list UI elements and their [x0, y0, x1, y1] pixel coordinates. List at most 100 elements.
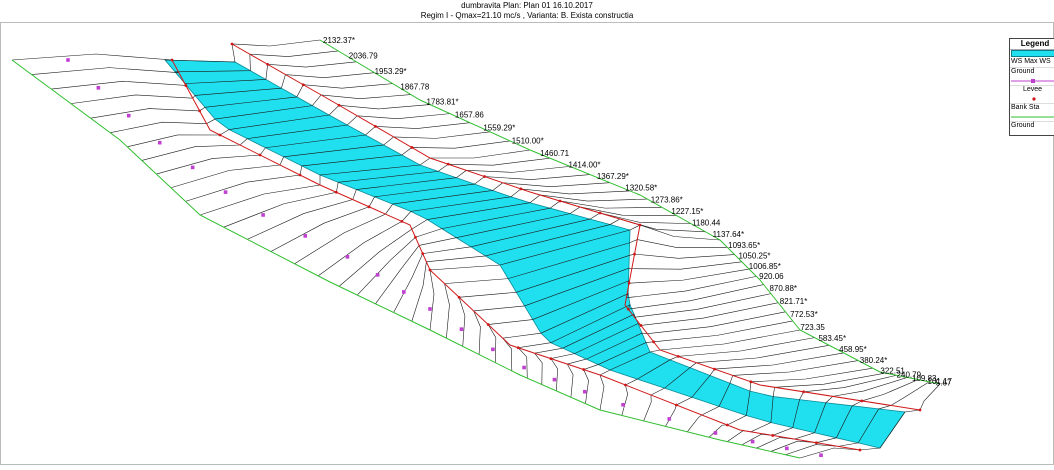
plot-title: dumbravita Plan: Plan 01 16.10.2017	[461, 1, 593, 10]
station-label: 1137.64*	[713, 230, 744, 239]
station-label: 240.79	[897, 371, 922, 380]
bank-station-dot	[266, 62, 270, 66]
station-label: 583.45*	[818, 334, 846, 343]
cross-section-line	[687, 360, 859, 433]
cross-section-line	[110, 94, 411, 134]
bank-station-dot	[558, 199, 562, 203]
levee-marker	[552, 377, 557, 382]
station-label: 1006.85*	[749, 262, 781, 271]
station-label: 5.67	[936, 379, 952, 388]
cross-section-line	[785, 381, 930, 456]
levee-marker	[96, 86, 101, 90]
bank-station-dot	[170, 58, 174, 62]
bank-station-dot	[337, 103, 341, 107]
bank-station-dot	[421, 252, 425, 256]
bank-station-dot	[198, 109, 202, 113]
bank-station-dot	[624, 383, 627, 387]
station-label: 1320.58*	[625, 184, 657, 193]
station-label: 1414.00*	[568, 161, 600, 170]
cross-section-line	[223, 157, 551, 228]
cross-section-line	[70, 72, 375, 104]
cross-section-line	[375, 206, 677, 304]
cross-section-line	[756, 377, 908, 449]
station-label: 1367.29*	[597, 172, 629, 181]
legend-item-label: WS Max WS	[1011, 58, 1051, 65]
cross-section-line	[599, 329, 801, 411]
bank-station-dot	[860, 399, 864, 403]
bank-station-dot	[367, 205, 371, 209]
levee-marker	[459, 327, 464, 331]
bank-station-dot	[446, 162, 450, 166]
bank-station-dot	[814, 441, 818, 445]
cross-section-line	[338, 194, 648, 287]
cross-section-line	[90, 83, 393, 119]
bank-station-dot	[516, 346, 520, 350]
bank-station-dot	[582, 368, 586, 371]
bank-station-dot	[858, 448, 862, 452]
bank-station-dot	[258, 153, 262, 157]
cross-section-line	[621, 337, 815, 416]
station-label: 920.06	[759, 272, 784, 281]
cross-section-line	[566, 311, 786, 398]
cross-section-line	[51, 61, 357, 90]
levee-marker	[66, 58, 70, 62]
bank-station-dot	[519, 187, 523, 191]
legend-box: Legend WS Max WS Ground Levee Bank Sta G…	[1009, 38, 1054, 136]
ground-line-near	[11, 59, 801, 459]
levee-marker	[621, 402, 625, 407]
cross-section-line	[502, 276, 757, 371]
levee-marker	[261, 213, 265, 217]
station-label: 458.95*	[839, 345, 867, 354]
bank-station-dot	[184, 84, 188, 87]
legend-title: Legend	[1010, 39, 1054, 50]
bank-station-dot	[639, 324, 643, 327]
bank-station-dot	[334, 190, 338, 194]
bank-station-swatch	[1032, 97, 1036, 101]
levee-marker	[428, 307, 432, 311]
station-label: 101.17	[928, 377, 953, 386]
bank-station-dot	[771, 434, 775, 437]
bank-station-dot	[549, 357, 553, 361]
levee-marker	[345, 255, 350, 259]
levee-marker	[126, 113, 131, 118]
station-label: 1953.29*	[375, 67, 407, 76]
levee-marker	[402, 290, 406, 294]
station-label: 1227.15*	[671, 207, 703, 216]
cross-section-line	[11, 39, 321, 63]
station-label: 380.24*	[860, 356, 888, 365]
station-label: 2036.79	[349, 51, 378, 60]
cross-section-line	[156, 122, 471, 175]
cross-section-line	[799, 383, 941, 459]
ground-line-far	[319, 39, 941, 385]
levee-marker	[750, 439, 755, 444]
cross-section-line	[444, 239, 728, 339]
bank-station-dot	[483, 175, 486, 178]
cross-section-line	[458, 253, 735, 347]
bank-station-dot	[676, 354, 680, 358]
station-label: 1657.86	[455, 111, 484, 120]
cross-section-line	[199, 149, 531, 216]
bank-station-dot	[638, 223, 642, 227]
legend-item-ground: Ground	[1010, 68, 1054, 86]
bank-station-dot	[749, 380, 753, 384]
bank-station-dot	[713, 367, 716, 371]
levee-marker	[819, 453, 823, 457]
cross-section-line	[294, 182, 611, 264]
cross-section-line	[270, 174, 591, 252]
legend-item-ws: WS Max WS	[1010, 50, 1054, 68]
bank-station-dot	[486, 323, 490, 326]
bank-station-dot	[457, 295, 461, 299]
levee-marker	[190, 165, 195, 170]
levee-marker	[522, 365, 526, 370]
cross-section-line	[643, 344, 830, 422]
bank-station-dot	[400, 219, 404, 223]
cross-section-line	[550, 302, 779, 391]
bank-station-dot	[633, 252, 636, 256]
station-label: 870.88*	[769, 284, 797, 293]
bank-station-dot	[627, 281, 631, 285]
bank-station-dot	[218, 133, 222, 137]
legend-item-label: Levee	[1023, 86, 1043, 93]
station-label: 821.71*	[780, 297, 808, 306]
cross-section-line	[533, 293, 771, 385]
